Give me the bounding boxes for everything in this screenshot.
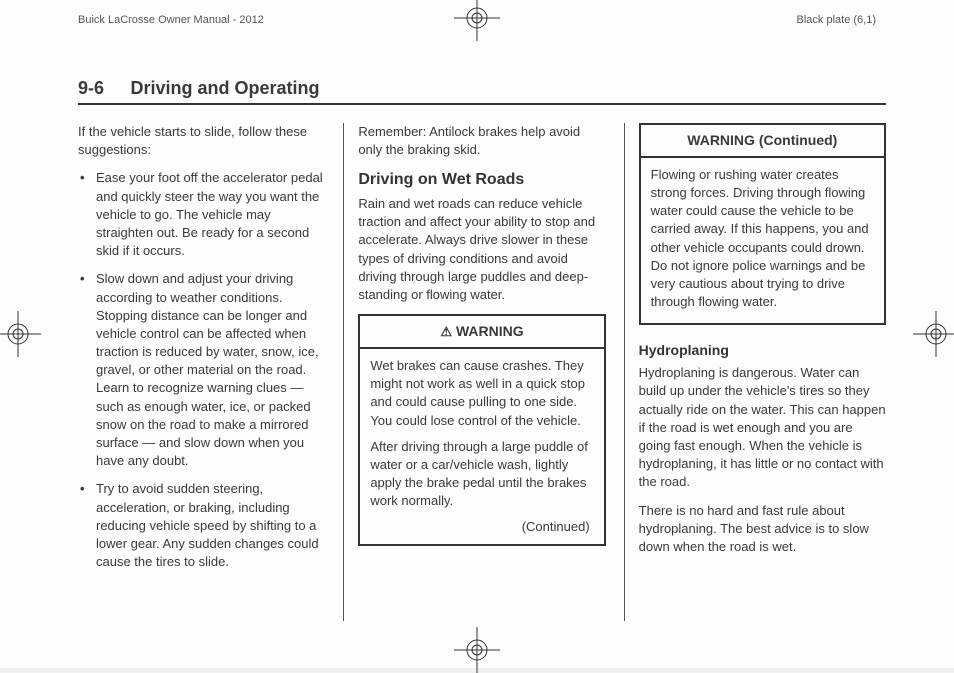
columns: If the vehicle starts to slide, follow t…: [78, 123, 886, 621]
list-item: Try to avoid sudden steering, accelerati…: [78, 480, 325, 571]
column-1: If the vehicle starts to slide, follow t…: [78, 123, 325, 621]
intro-text: If the vehicle starts to slide, follow t…: [78, 123, 325, 159]
content-area: 9-6 Driving and Operating If the vehicle…: [78, 78, 886, 620]
warning-box: ⚠ WARNING Wet brakes can cause crashes. T…: [358, 314, 605, 546]
crop-mark-right: [913, 311, 954, 357]
column-3: WARNING (Continued) Flowing or rushing w…: [624, 123, 886, 621]
warning-text: Wet brakes can cause crashes. They might…: [370, 357, 593, 430]
list-item: Ease your foot off the accelerator pedal…: [78, 169, 325, 260]
body-text: Remember: Antilock brakes help avoid onl…: [358, 123, 605, 159]
warning-icon: ⚠: [440, 324, 452, 339]
crop-mark-top: [454, 0, 500, 41]
subheading: Hydroplaning: [639, 341, 886, 360]
warning-header: WARNING (Continued): [641, 125, 884, 158]
body-text: Hydroplaning is dangerous. Water can bui…: [639, 364, 886, 491]
manual-page: Buick LaCrosse Owner Manual - 2012 Black…: [0, 0, 954, 668]
body-text: Rain and wet roads can reduce vehicle tr…: [358, 195, 605, 304]
crop-mark-bottom: [454, 627, 500, 673]
list-item: Slow down and adjust your driving accord…: [78, 270, 325, 470]
section-number: 9-6: [78, 78, 104, 98]
header-left: Buick LaCrosse Owner Manual - 2012: [78, 14, 264, 26]
continued-label: (Continued): [370, 518, 593, 540]
body-text: There is no hard and fast rule about hyd…: [639, 502, 886, 557]
warning-label: WARNING (Continued): [687, 132, 837, 148]
header-right: Black plate (6,1): [797, 14, 876, 26]
column-2: Remember: Antilock brakes help avoid onl…: [343, 123, 605, 621]
warning-label: WARNING: [456, 323, 524, 339]
section-header: 9-6 Driving and Operating: [78, 78, 886, 105]
warning-body: Wet brakes can cause crashes. They might…: [360, 349, 603, 544]
warning-header: ⚠ WARNING: [360, 316, 603, 349]
section-title: Driving and Operating: [130, 78, 319, 98]
warning-body: Flowing or rushing water creates strong …: [641, 158, 884, 324]
crop-mark-left: [0, 311, 41, 357]
warning-text: Flowing or rushing water creates strong …: [651, 166, 874, 312]
warning-box-continued: WARNING (Continued) Flowing or rushing w…: [639, 123, 886, 325]
suggestions-list: Ease your foot off the accelerator pedal…: [78, 169, 325, 571]
warning-text: After driving through a large puddle of …: [370, 438, 593, 511]
subsection-heading: Driving on Wet Roads: [358, 169, 605, 191]
